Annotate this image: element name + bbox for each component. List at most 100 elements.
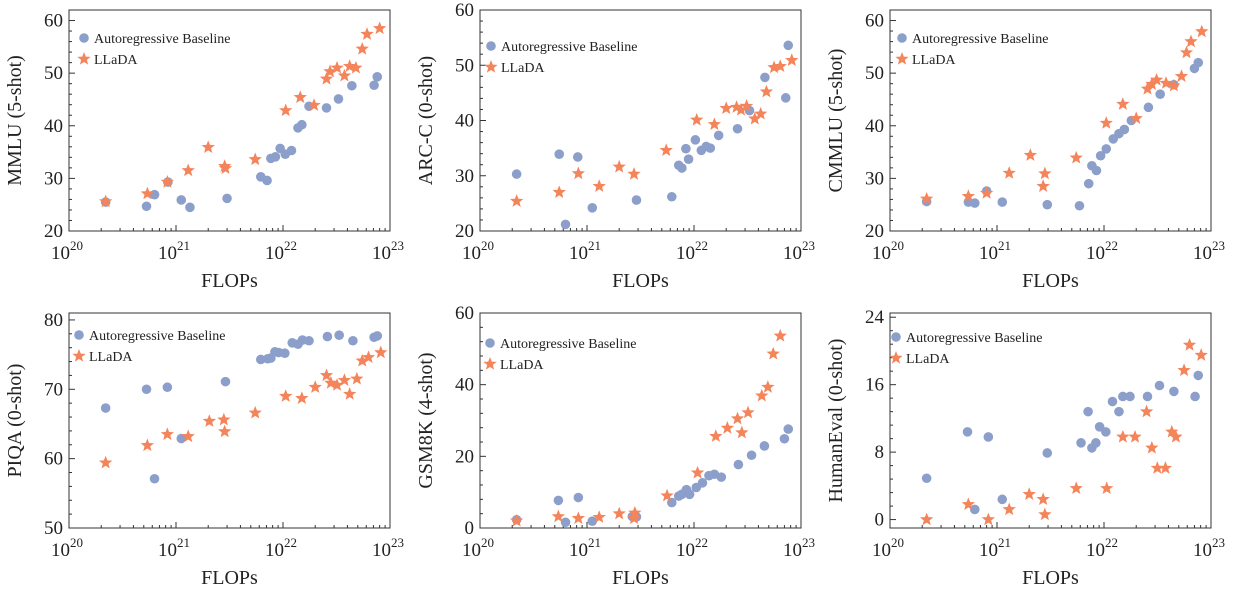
llada-point bbox=[337, 373, 352, 386]
baseline-point bbox=[716, 472, 727, 482]
legend-baseline-marker bbox=[79, 33, 89, 43]
llada-point bbox=[552, 185, 566, 198]
baseline-point bbox=[705, 143, 716, 153]
y-tick-label: 70 bbox=[44, 379, 63, 400]
y-tick-label: 60 bbox=[44, 11, 63, 32]
y-tick-label: 40 bbox=[865, 116, 884, 137]
series-autoregressive-baseline bbox=[921, 57, 1204, 211]
legend-llada-marker bbox=[895, 52, 909, 65]
y-tick-label: 40 bbox=[455, 375, 474, 396]
baseline-point bbox=[997, 197, 1008, 207]
baseline-point bbox=[560, 219, 571, 230]
llada-point bbox=[324, 376, 338, 389]
llada-point bbox=[140, 438, 155, 452]
llada-point bbox=[1002, 502, 1016, 516]
y-tick-label: 30 bbox=[865, 168, 884, 189]
series-autoregressive-baseline bbox=[511, 40, 794, 230]
x-axis-label: FLOPs bbox=[612, 270, 669, 292]
llada-point bbox=[979, 186, 994, 199]
series-llada bbox=[509, 328, 787, 527]
llada-point bbox=[719, 101, 733, 115]
plot-frame bbox=[68, 9, 391, 232]
llada-point bbox=[919, 512, 934, 526]
baseline-point bbox=[141, 384, 152, 395]
llada-point bbox=[767, 60, 781, 74]
llada-point bbox=[330, 378, 344, 391]
x-tick-label: 1022 bbox=[265, 238, 297, 264]
legend: Autoregressive Baseline LLaDA bbox=[72, 329, 225, 365]
baseline-point bbox=[1119, 124, 1130, 135]
panel-1: 1020 1021 1022 1023 20 30 40 50 60 FLOPs MMLU (5-s… bbox=[4, 9, 404, 292]
legend-baseline-marker bbox=[897, 33, 907, 43]
llada-point bbox=[1128, 429, 1142, 443]
baseline-point bbox=[760, 72, 770, 83]
y-tick-label: 0 bbox=[875, 510, 885, 531]
llada-point bbox=[140, 186, 155, 200]
y-axis-label: HumanEval (0-shot) bbox=[825, 339, 847, 503]
llada-point bbox=[295, 391, 309, 404]
baseline-point bbox=[969, 198, 980, 208]
llada-point bbox=[755, 388, 769, 402]
baseline-point bbox=[759, 441, 770, 451]
y-tick-label: 60 bbox=[455, 303, 474, 324]
llada-point bbox=[720, 421, 735, 434]
legend-llada-marker bbox=[484, 60, 498, 73]
legend-label: Autoregressive Baseline bbox=[906, 331, 1042, 346]
baseline-point bbox=[176, 195, 187, 205]
llada-point bbox=[181, 163, 195, 177]
llada-point bbox=[360, 27, 374, 40]
llada-point bbox=[181, 429, 195, 443]
baseline-point bbox=[255, 354, 266, 365]
llada-point bbox=[248, 405, 262, 419]
series-llada bbox=[98, 21, 387, 208]
baseline-point bbox=[1142, 391, 1153, 402]
baseline-point bbox=[1074, 200, 1085, 211]
llada-point bbox=[571, 166, 585, 180]
llada-point bbox=[98, 194, 113, 208]
x-tick-label: 1022 bbox=[265, 535, 297, 561]
y-axis-label: CMMLU (5-shot) bbox=[825, 49, 847, 193]
llada-point bbox=[592, 179, 606, 192]
y-axis-label: PIQA (0-shot) bbox=[4, 364, 26, 478]
baseline-point bbox=[222, 193, 232, 204]
x-tick-label: 1022 bbox=[1086, 535, 1118, 561]
x-axis-label: FLOPs bbox=[612, 567, 669, 589]
y-tick-label: 30 bbox=[44, 168, 63, 189]
llada-point bbox=[361, 350, 376, 364]
baseline-point bbox=[149, 473, 160, 484]
llada-point bbox=[293, 90, 307, 104]
legend-label: LLaDA bbox=[501, 61, 545, 76]
series-llada bbox=[919, 338, 1208, 526]
llada-point bbox=[218, 424, 232, 438]
legend-label: Autoregressive Baseline bbox=[912, 32, 1048, 47]
y-tick-label: 20 bbox=[44, 221, 63, 242]
baseline-point bbox=[677, 163, 687, 173]
baseline-point bbox=[690, 135, 701, 145]
y-tick-label: 50 bbox=[455, 55, 474, 76]
baseline-point bbox=[304, 335, 314, 346]
baseline-point bbox=[666, 191, 677, 202]
baseline-point bbox=[779, 433, 790, 444]
baseline-point bbox=[554, 149, 565, 160]
y-tick-label: 60 bbox=[44, 449, 63, 470]
legend-label: Autoregressive Baseline bbox=[501, 40, 637, 55]
baseline-point bbox=[1076, 438, 1086, 448]
llada-point bbox=[766, 346, 780, 360]
llada-point bbox=[1069, 150, 1083, 164]
llada-point bbox=[319, 71, 334, 85]
llada-point bbox=[690, 465, 705, 479]
baseline-point bbox=[573, 492, 584, 503]
baseline-point bbox=[348, 335, 358, 346]
baseline-point bbox=[780, 93, 791, 103]
baseline-point bbox=[1083, 178, 1094, 189]
baseline-point bbox=[262, 175, 272, 186]
baseline-point bbox=[100, 403, 111, 413]
llada-point bbox=[1169, 429, 1183, 443]
baseline-point bbox=[732, 123, 743, 134]
baseline-point bbox=[1190, 391, 1200, 402]
legend-baseline-marker bbox=[485, 338, 495, 348]
baseline-point bbox=[572, 152, 583, 162]
x-tick-label: 1022 bbox=[1086, 238, 1118, 264]
llada-point bbox=[729, 100, 744, 113]
y-axis-label: MMLU (5-shot) bbox=[4, 55, 26, 186]
